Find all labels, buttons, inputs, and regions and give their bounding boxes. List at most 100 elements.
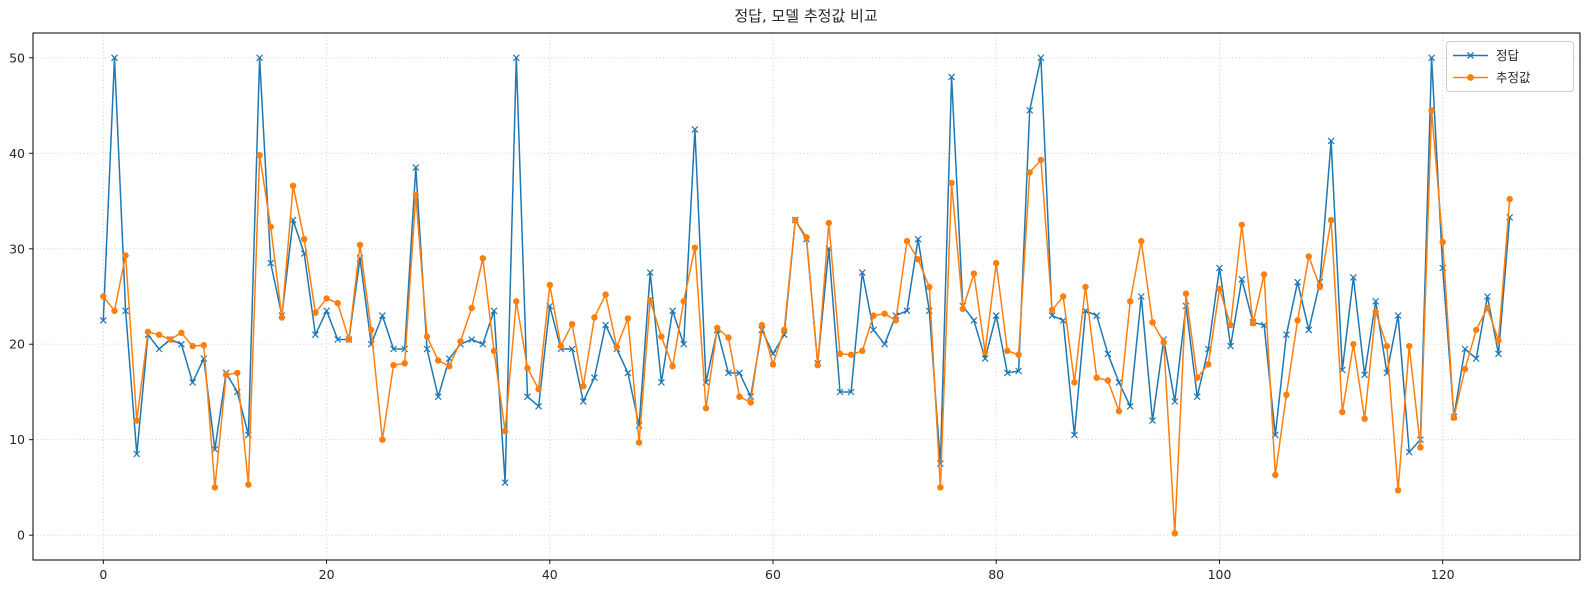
x-marker-icon bbox=[111, 54, 118, 62]
circle-marker-icon bbox=[1272, 471, 1279, 479]
x-marker-icon bbox=[881, 340, 889, 348]
circle-marker-icon bbox=[702, 405, 710, 412]
x-marker-icon bbox=[568, 345, 576, 353]
circle-marker-icon bbox=[167, 336, 174, 343]
x-tick-label: 80 bbox=[988, 567, 1004, 582]
circle-marker-icon bbox=[557, 342, 565, 350]
circle-marker-icon bbox=[334, 300, 341, 307]
y-tick-label: 40 bbox=[9, 146, 25, 161]
circle-marker-icon bbox=[312, 309, 319, 316]
circle-marker-icon bbox=[423, 333, 431, 340]
circle-marker-icon bbox=[747, 399, 754, 406]
x-marker-icon bbox=[267, 259, 275, 267]
circle-marker-icon bbox=[803, 234, 810, 241]
circle-marker-icon bbox=[267, 223, 274, 230]
circle-marker-icon bbox=[122, 252, 129, 259]
x-tick-label: 40 bbox=[542, 567, 558, 582]
x-marker-icon bbox=[423, 345, 431, 353]
circle-marker-icon bbox=[1082, 283, 1089, 291]
circle-marker-icon bbox=[781, 326, 788, 334]
circle-marker-icon bbox=[479, 255, 486, 262]
circle-marker-icon bbox=[513, 298, 520, 305]
circle-marker-icon bbox=[1104, 377, 1112, 384]
circle-marker-icon bbox=[457, 338, 464, 345]
x-marker-icon bbox=[479, 340, 487, 348]
x-marker-icon bbox=[1372, 297, 1380, 305]
circle-marker-icon bbox=[323, 295, 330, 302]
circle-marker-icon bbox=[301, 236, 308, 243]
x-marker-icon bbox=[914, 235, 922, 243]
circle-marker-icon bbox=[1361, 415, 1368, 422]
circle-marker-icon bbox=[658, 333, 665, 340]
circle-marker-icon bbox=[1138, 237, 1145, 245]
circle-marker-icon bbox=[1350, 341, 1357, 348]
circle-marker-icon bbox=[356, 241, 364, 249]
circle-marker-icon bbox=[1406, 342, 1413, 350]
x-marker-icon bbox=[1238, 275, 1246, 283]
x-marker-icon bbox=[1093, 312, 1101, 320]
x-marker-icon bbox=[1137, 293, 1145, 300]
x-marker-icon bbox=[847, 388, 855, 396]
circle-marker-icon bbox=[647, 297, 654, 304]
x-marker-icon bbox=[1149, 417, 1156, 425]
circle-marker-icon bbox=[970, 270, 978, 277]
circle-marker-icon bbox=[881, 310, 888, 317]
x-marker-icon bbox=[378, 312, 386, 320]
circle-marker-icon bbox=[714, 324, 721, 332]
x-marker-icon bbox=[1428, 54, 1436, 62]
x-marker-icon bbox=[490, 307, 498, 315]
x-marker-icon bbox=[602, 321, 610, 329]
circle-marker-icon bbox=[870, 312, 877, 319]
x-marker-icon bbox=[579, 398, 587, 405]
y-tick-label: 30 bbox=[9, 241, 25, 256]
circle-marker-icon bbox=[1115, 407, 1123, 415]
legend-entry-true: 정답 bbox=[1453, 48, 1520, 63]
x-marker-icon bbox=[1461, 345, 1469, 353]
x-marker-icon bbox=[669, 307, 677, 315]
x-marker-icon bbox=[657, 378, 665, 386]
circle-marker-icon bbox=[1060, 293, 1067, 300]
legend-label-true: 정답 bbox=[1496, 48, 1520, 63]
circle-marker-icon bbox=[1383, 342, 1391, 350]
x-marker-icon bbox=[624, 369, 632, 377]
circle-marker-icon bbox=[635, 439, 643, 446]
x-marker-icon bbox=[468, 336, 476, 343]
circle-marker-icon bbox=[1506, 195, 1513, 203]
x-tick-label: 60 bbox=[765, 567, 781, 582]
x-marker-icon bbox=[501, 479, 509, 487]
circle-marker-icon bbox=[1238, 221, 1246, 229]
circle-marker-icon bbox=[1316, 283, 1324, 291]
circle-marker-icon bbox=[1428, 107, 1435, 114]
circle-marker-icon bbox=[1160, 339, 1167, 346]
x-marker-icon bbox=[155, 345, 163, 353]
circle-marker-icon bbox=[981, 348, 989, 356]
x-marker-icon bbox=[1495, 350, 1502, 358]
circle-marker-icon bbox=[591, 314, 598, 321]
x-marker-icon bbox=[200, 355, 208, 363]
legend: 정답 추정값 bbox=[1446, 41, 1574, 92]
circle-marker-icon bbox=[1394, 487, 1402, 494]
circle-marker-icon bbox=[859, 347, 866, 355]
x-marker-icon bbox=[1394, 312, 1402, 320]
circle-marker-icon bbox=[234, 369, 241, 377]
x-tick-label: 100 bbox=[1208, 567, 1232, 582]
circle-marker-icon bbox=[691, 244, 699, 251]
x-marker-icon bbox=[401, 345, 409, 353]
circle-marker-icon bbox=[1450, 414, 1458, 421]
x-marker-icon bbox=[1227, 342, 1235, 350]
circle-marker-icon bbox=[1283, 391, 1290, 398]
circle-marker-icon bbox=[535, 385, 542, 393]
circle-marker-icon bbox=[568, 321, 576, 328]
circle-marker-icon bbox=[178, 329, 185, 336]
circle-marker-icon bbox=[624, 315, 632, 322]
x-marker-icon bbox=[691, 125, 699, 133]
x-marker-icon bbox=[970, 316, 978, 324]
circle-marker-icon bbox=[914, 256, 922, 263]
x-marker-icon bbox=[1294, 278, 1302, 286]
circle-marker-icon bbox=[133, 417, 140, 424]
circle-marker-icon bbox=[1327, 216, 1335, 224]
circle-marker-icon bbox=[211, 484, 219, 491]
circle-marker-icon bbox=[1182, 290, 1190, 297]
